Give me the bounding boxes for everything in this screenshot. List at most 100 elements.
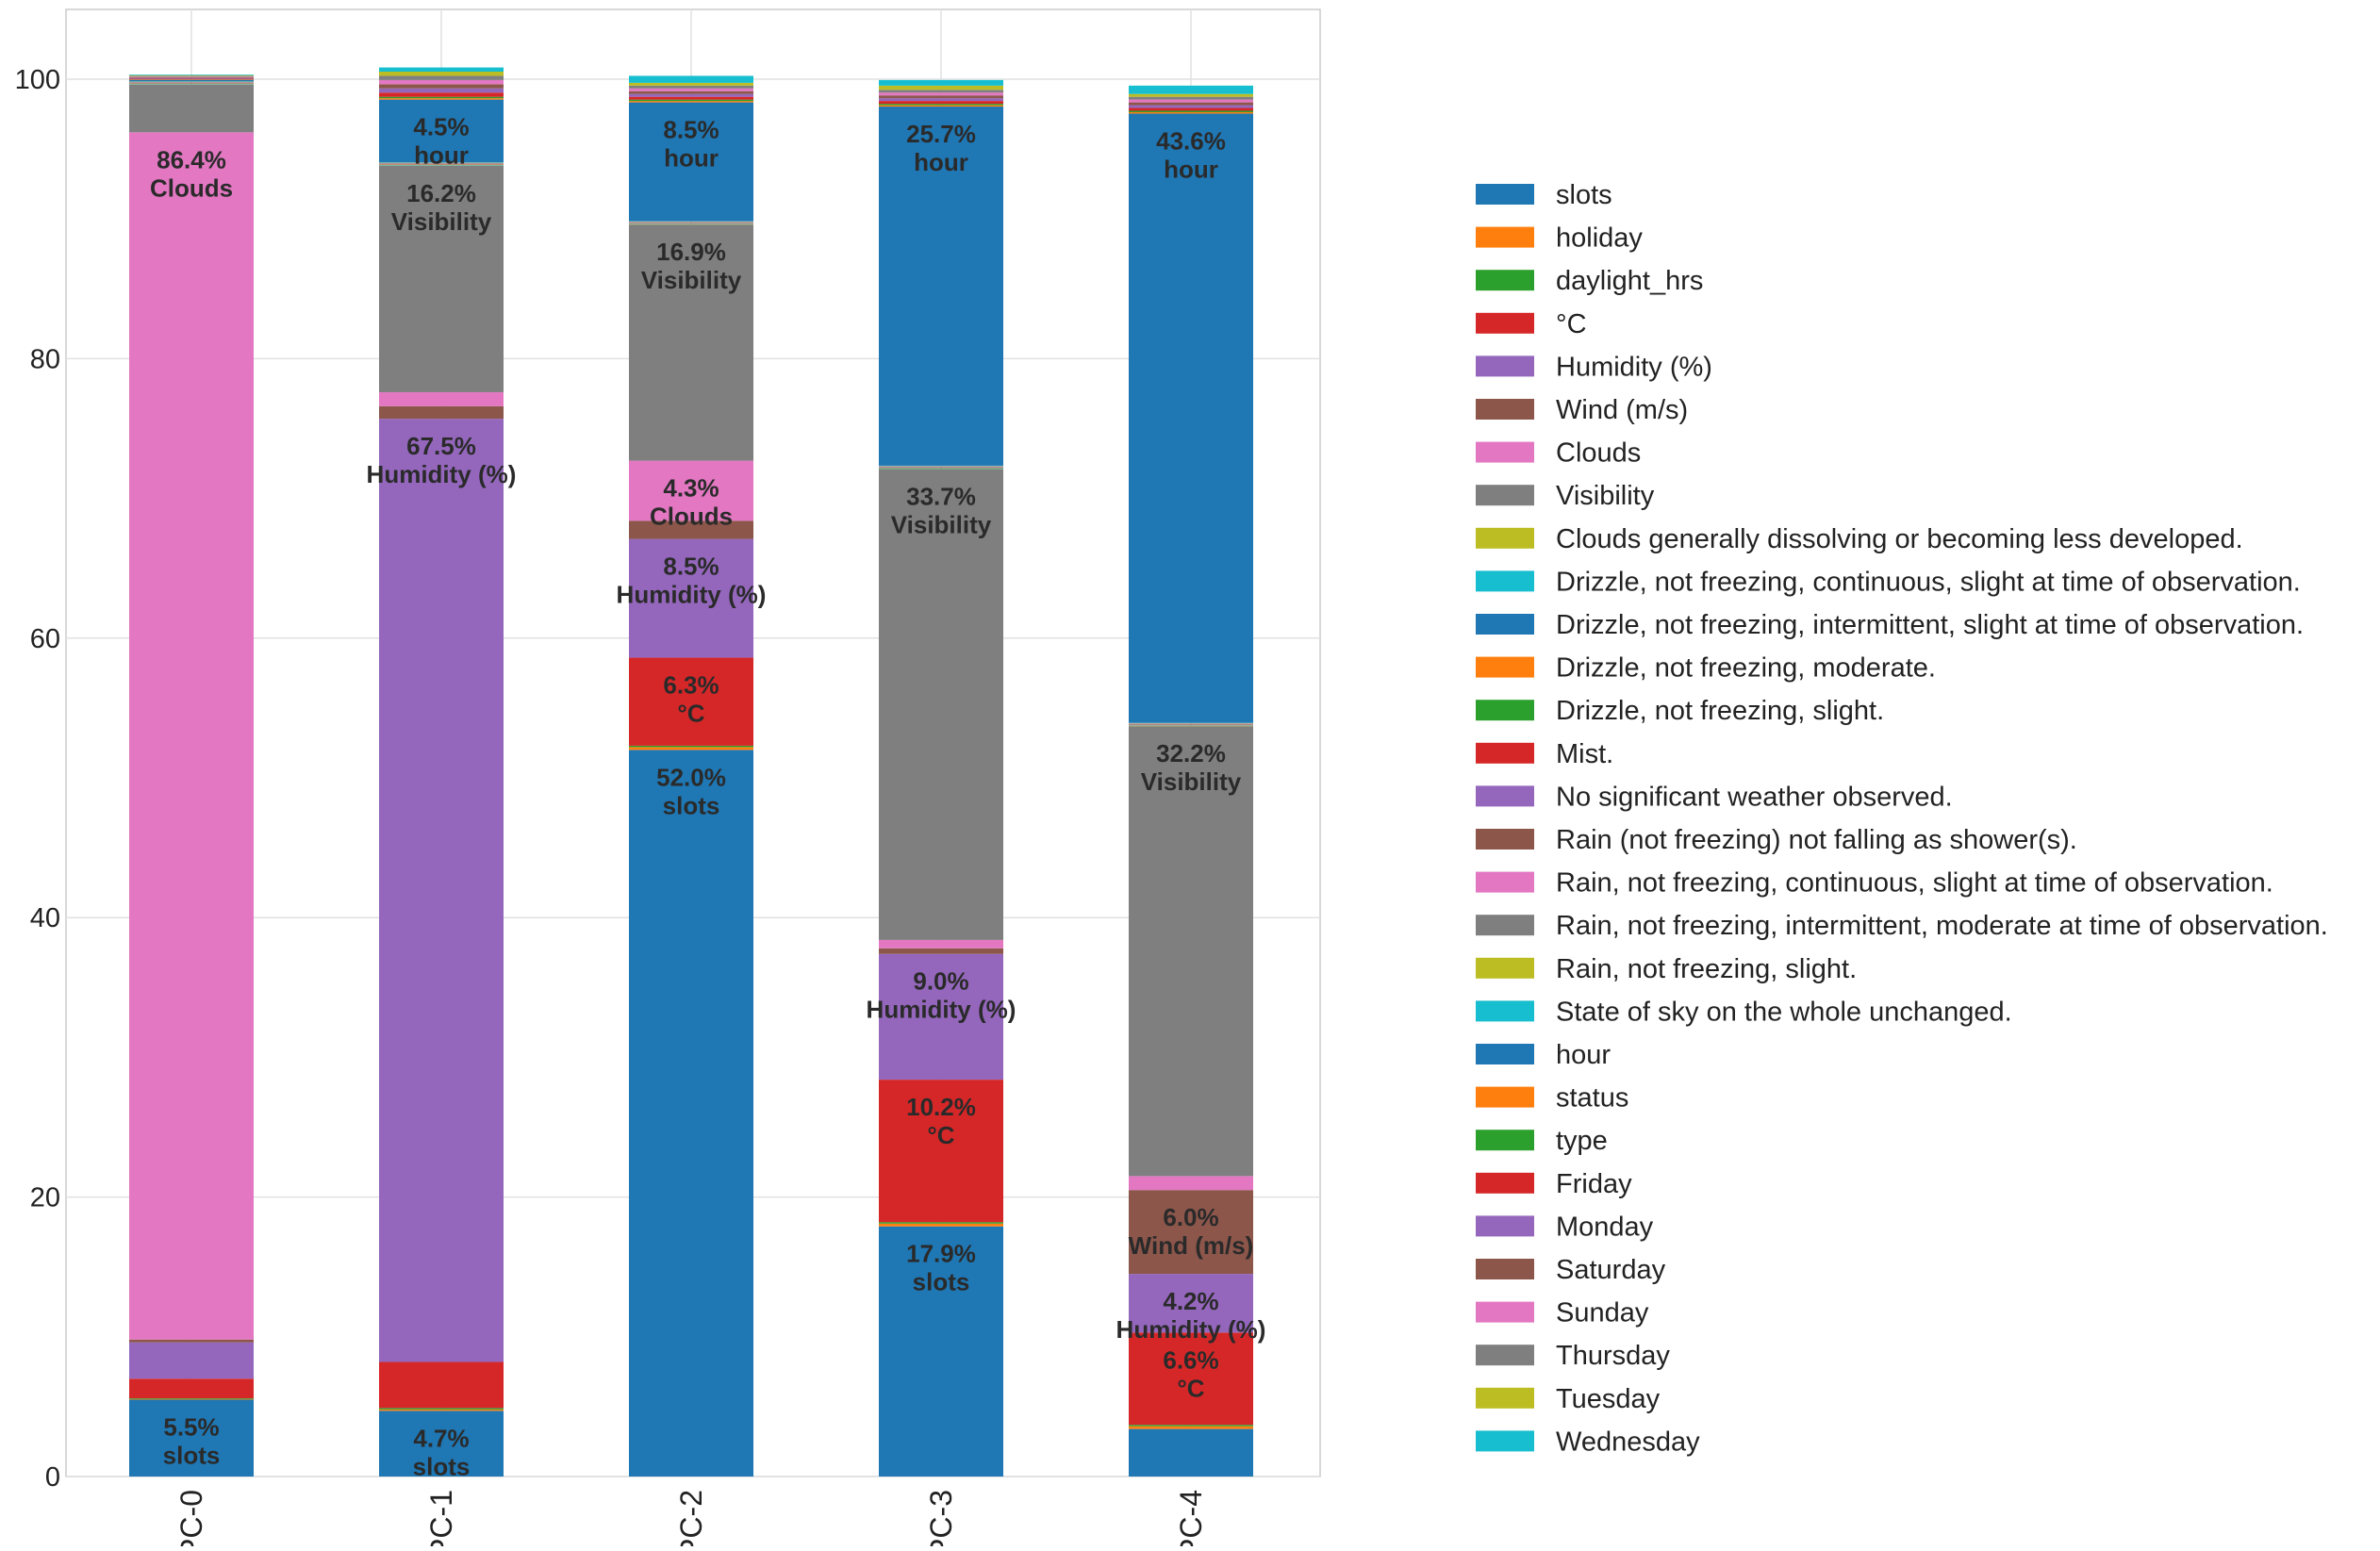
annotation-percent: 52.0% [656, 763, 726, 791]
annotation-percent: 4.7% [413, 1424, 469, 1452]
y-tick-label: 80 [30, 344, 60, 374]
bar-segment [129, 1398, 254, 1399]
annotation-percent: 32.2% [1156, 739, 1226, 767]
bar-segment [629, 747, 753, 750]
bar-segment [129, 132, 254, 1339]
legend-swatch [1476, 570, 1534, 591]
annotation-percent: 6.6% [1163, 1345, 1218, 1374]
legend-swatch [1476, 700, 1534, 720]
legend-label: Saturday [1556, 1255, 1666, 1285]
y-tick-label: 60 [30, 624, 60, 654]
legend-swatch [1476, 1388, 1534, 1409]
bar-segment [379, 68, 504, 72]
bar-segment [629, 89, 753, 91]
bar-segment [379, 98, 504, 99]
y-tick-label: 100 [15, 65, 60, 95]
legend-label: Rain, not freezing, intermittent, modera… [1556, 911, 2328, 941]
annotation-percent: 67.5% [406, 432, 476, 460]
bar-segment [379, 97, 504, 98]
annotation-feature: hour [414, 141, 469, 170]
bar-segment [129, 76, 254, 77]
bar-segment [129, 77, 254, 78]
bar-segment [879, 469, 1003, 939]
bar-segment [1129, 112, 1253, 113]
annotation-percent: 43.6% [1156, 126, 1226, 155]
bar-segment [1129, 108, 1253, 111]
bar-segment [1129, 113, 1253, 722]
legend-swatch [1476, 657, 1534, 678]
legend-label: Tuesday [1556, 1384, 1661, 1414]
legend-label: daylight_hrs [1556, 266, 1703, 296]
legend-label: Mist. [1556, 739, 1613, 769]
bar-segment [879, 80, 1003, 86]
legend-swatch [1476, 442, 1534, 463]
legend-label: Sunday [1556, 1298, 1649, 1328]
legend-swatch [1476, 313, 1534, 334]
legend-swatch [1476, 829, 1534, 850]
legend-label: State of sky on the whole unchanged. [1556, 997, 2012, 1027]
legend-label: slots [1556, 180, 1612, 210]
legend-swatch [1476, 399, 1534, 420]
annotation-feature: Visibility [891, 510, 992, 538]
legend-swatch [1476, 872, 1534, 893]
legend-swatch [1476, 743, 1534, 764]
x-tick-label: PC-2 [674, 1490, 708, 1546]
bar-segment [379, 406, 504, 419]
bar-segment [379, 84, 504, 88]
legend-swatch [1476, 227, 1534, 248]
legend-label: Rain, not freezing, continuous, slight a… [1556, 868, 2273, 899]
bar-segment [629, 101, 753, 102]
x-tick-label: PC-1 [424, 1490, 458, 1546]
legend-swatch [1476, 1087, 1534, 1108]
annotation-percent: 4.3% [663, 474, 719, 503]
annotation-percent: 17.9% [906, 1240, 976, 1268]
bar-segment [129, 74, 254, 75]
bar-segment [629, 746, 753, 747]
legend-swatch [1476, 1044, 1534, 1064]
bar-segment [879, 106, 1003, 107]
bar-segment [879, 104, 1003, 105]
legend-label: type [1556, 1126, 1608, 1156]
bar-segment [1129, 86, 1253, 94]
legend-swatch [1476, 1173, 1534, 1194]
bar-segment [629, 86, 753, 89]
legend-label: Drizzle, not freezing, continuous, sligh… [1556, 567, 2301, 597]
y-tick-label: 0 [45, 1462, 60, 1493]
bar-segment [379, 72, 504, 75]
bar-segment [879, 98, 1003, 101]
x-tick-label: PC-3 [924, 1490, 958, 1546]
bar-segment [129, 1399, 254, 1400]
annotation-feature: Visibility [391, 207, 492, 236]
bar-segment [129, 1343, 254, 1379]
legend-swatch [1476, 915, 1534, 935]
bar-segment [1129, 100, 1253, 103]
legend-label: Rain, not freezing, slight. [1556, 954, 1857, 984]
bar-segment [1129, 110, 1253, 111]
annotation-feature: Visibility [1141, 767, 1242, 796]
annotation-percent: 16.9% [656, 238, 726, 266]
bar-segment [1129, 1425, 1253, 1426]
legend-label: Drizzle, not freezing, moderate. [1556, 653, 1936, 684]
bar-segment [1129, 94, 1253, 97]
bar-segment [379, 1361, 504, 1408]
annotation-feature: °C [927, 1121, 954, 1149]
y-tick-label: 20 [30, 1183, 60, 1213]
bar-segment [1129, 97, 1253, 100]
legend-swatch [1476, 1000, 1534, 1021]
x-tick-label: PC-0 [174, 1490, 208, 1546]
bar-segment [379, 392, 504, 406]
legend-label: hour [1556, 1040, 1611, 1070]
bar-segment [379, 80, 504, 84]
bar-segment [379, 92, 504, 96]
annotation-feature: hour [664, 144, 719, 173]
legend-swatch [1476, 958, 1534, 979]
annotation-percent: 16.2% [406, 179, 476, 207]
bar-segment [1129, 106, 1253, 108]
annotation-percent: 6.0% [1163, 1203, 1218, 1231]
legend-swatch [1476, 528, 1534, 549]
legend-label: Thursday [1556, 1341, 1670, 1371]
legend-swatch [1476, 355, 1534, 376]
bar-segment [629, 100, 753, 101]
